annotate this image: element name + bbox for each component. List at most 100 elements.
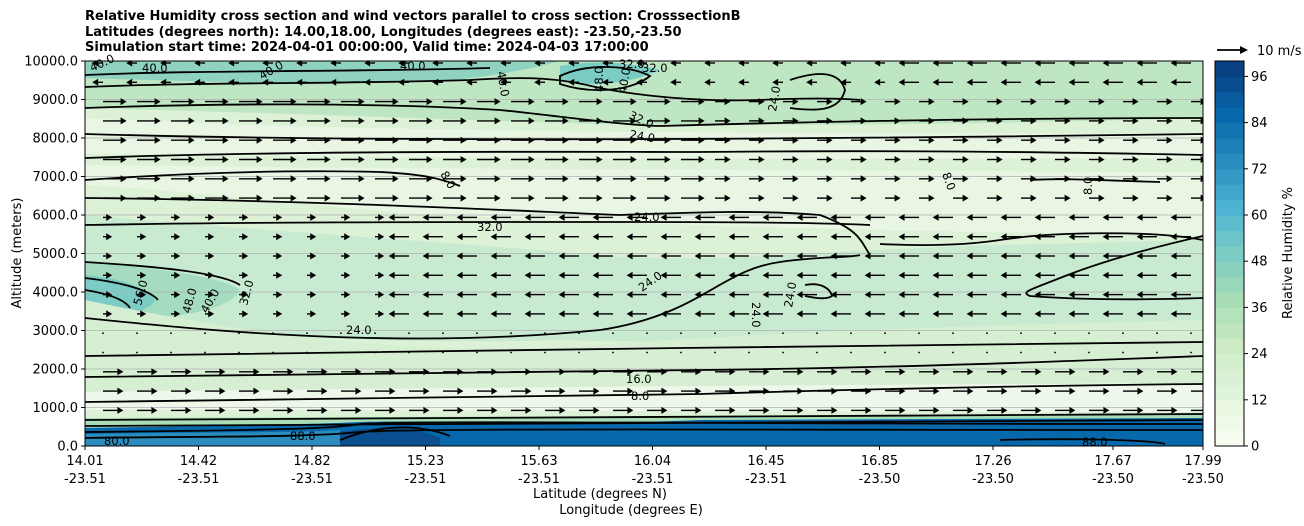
y-tick-label: 2000.0 <box>33 363 79 378</box>
wind-vector-head <box>256 136 263 144</box>
wind-vector-head <box>1034 233 1041 241</box>
quiver-key: 10 m/s <box>1217 44 1302 59</box>
wind-vector-head <box>1171 368 1178 376</box>
wind-vector-head <box>524 291 531 299</box>
wind-vector-head <box>1200 175 1203 183</box>
wind-vector-calm <box>544 332 546 335</box>
wind-vector-head <box>1034 271 1041 279</box>
wind-vector-head <box>698 136 705 144</box>
wind-vector-head <box>1205 388 1211 395</box>
wind-vector-head <box>840 61 847 67</box>
wind-vector-head <box>388 291 395 299</box>
wind-vector-head <box>729 387 736 395</box>
wind-vector-head <box>92 61 99 67</box>
wind-vector-head <box>796 291 803 299</box>
wind-vector-head <box>1098 117 1105 125</box>
wind-vector-head <box>188 136 195 144</box>
wind-vector-head <box>559 406 566 414</box>
contour-24-surface <box>85 421 1203 433</box>
wind-vector-head <box>457 368 464 376</box>
wind-vector-head <box>92 78 99 86</box>
wind-vector-calm <box>306 351 308 354</box>
wind-vector-head <box>500 78 507 86</box>
wind-vector-calm <box>340 351 342 354</box>
colorbar-segment <box>1215 61 1244 77</box>
wind-vector-head <box>194 61 201 67</box>
wind-vector-head <box>1132 136 1139 144</box>
wind-vector-head <box>392 156 399 163</box>
contour-label: 88.0 <box>1082 435 1108 449</box>
wind-vector-head <box>932 78 939 86</box>
wind-vector-head <box>358 117 365 125</box>
wind-vector-head <box>826 194 833 202</box>
contour-48-surface <box>85 428 1203 439</box>
wind-vector-head <box>228 61 235 67</box>
wind-vector-calm <box>782 332 784 335</box>
wind-vector-head <box>188 175 195 183</box>
wind-vector-head <box>174 213 181 221</box>
wind-vector-head <box>151 406 158 414</box>
wind-vector-head <box>460 117 467 125</box>
wind-vector-head <box>1136 233 1143 241</box>
wind-vector-head <box>140 213 147 221</box>
wind-vector-calm <box>918 332 920 335</box>
wind-vector-head <box>256 194 263 202</box>
wind-vector-head <box>562 194 569 202</box>
wind-vector-head <box>344 291 351 299</box>
wind-vector-head <box>830 252 837 260</box>
x-tick-label-lon: -23.51 <box>178 472 220 487</box>
wind-vector-head <box>287 387 294 395</box>
wind-vector-head <box>724 117 731 125</box>
wind-vector-head <box>763 387 770 395</box>
wind-vector-calm <box>1020 332 1022 335</box>
wind-vector-head <box>762 213 769 221</box>
contour-80-surface <box>339 426 451 441</box>
wind-vector-head <box>460 98 467 106</box>
wind-vector-head <box>290 117 297 125</box>
wind-vector-head <box>602 78 609 86</box>
y-tick-label: 6000.0 <box>33 209 79 224</box>
wind-vector-head <box>1034 310 1041 318</box>
wind-vector-head <box>242 271 249 279</box>
wind-vector-head <box>1030 156 1037 163</box>
contour-label: 8.0 <box>1081 177 1095 195</box>
contour-24-closed-top <box>789 73 846 111</box>
wind-vector-head <box>1166 194 1173 202</box>
wind-vector-head <box>792 117 799 125</box>
wind-vector-head <box>456 213 463 221</box>
wind-vector-head <box>758 156 765 163</box>
wind-vector-head <box>660 213 667 221</box>
contour-24-right <box>879 232 1203 247</box>
wind-vector-head <box>1170 271 1177 279</box>
x-tick-label-lat: 15.23 <box>407 454 444 469</box>
wind-vector-head <box>494 194 501 202</box>
wind-vector-head <box>967 387 974 395</box>
wind-vector-head <box>928 156 935 163</box>
wind-vector-head <box>1098 136 1105 144</box>
wind-vector-head <box>966 291 973 299</box>
wind-vector-head <box>388 213 395 221</box>
wind-vector-calm <box>1156 351 1158 354</box>
wind-vector-head <box>290 136 297 144</box>
wind-vector-head <box>491 387 498 395</box>
wind-vector-head <box>830 233 837 241</box>
wind-vector-head <box>344 252 351 260</box>
contour-24-low <box>85 341 1203 357</box>
wind-vector-head <box>967 406 974 414</box>
wind-vector-head <box>242 291 249 299</box>
colorbar-segment <box>1215 353 1244 370</box>
wind-vector-head <box>1035 368 1042 376</box>
wind-vector-head <box>524 310 531 318</box>
wind-vector-head <box>490 252 497 260</box>
wind-vector-head <box>276 310 283 318</box>
wind-vector-head <box>797 406 804 414</box>
wind-vector-head <box>898 271 905 279</box>
contour-label: 24.0 <box>781 281 799 309</box>
wind-vector-head <box>290 156 297 163</box>
wind-vector-head <box>185 368 192 376</box>
wind-vector-head <box>796 271 803 279</box>
wind-vector-head <box>962 136 969 144</box>
colorbar-segment <box>1215 245 1244 262</box>
wind-vector-head <box>797 368 804 376</box>
wind-vector-head <box>860 175 867 183</box>
